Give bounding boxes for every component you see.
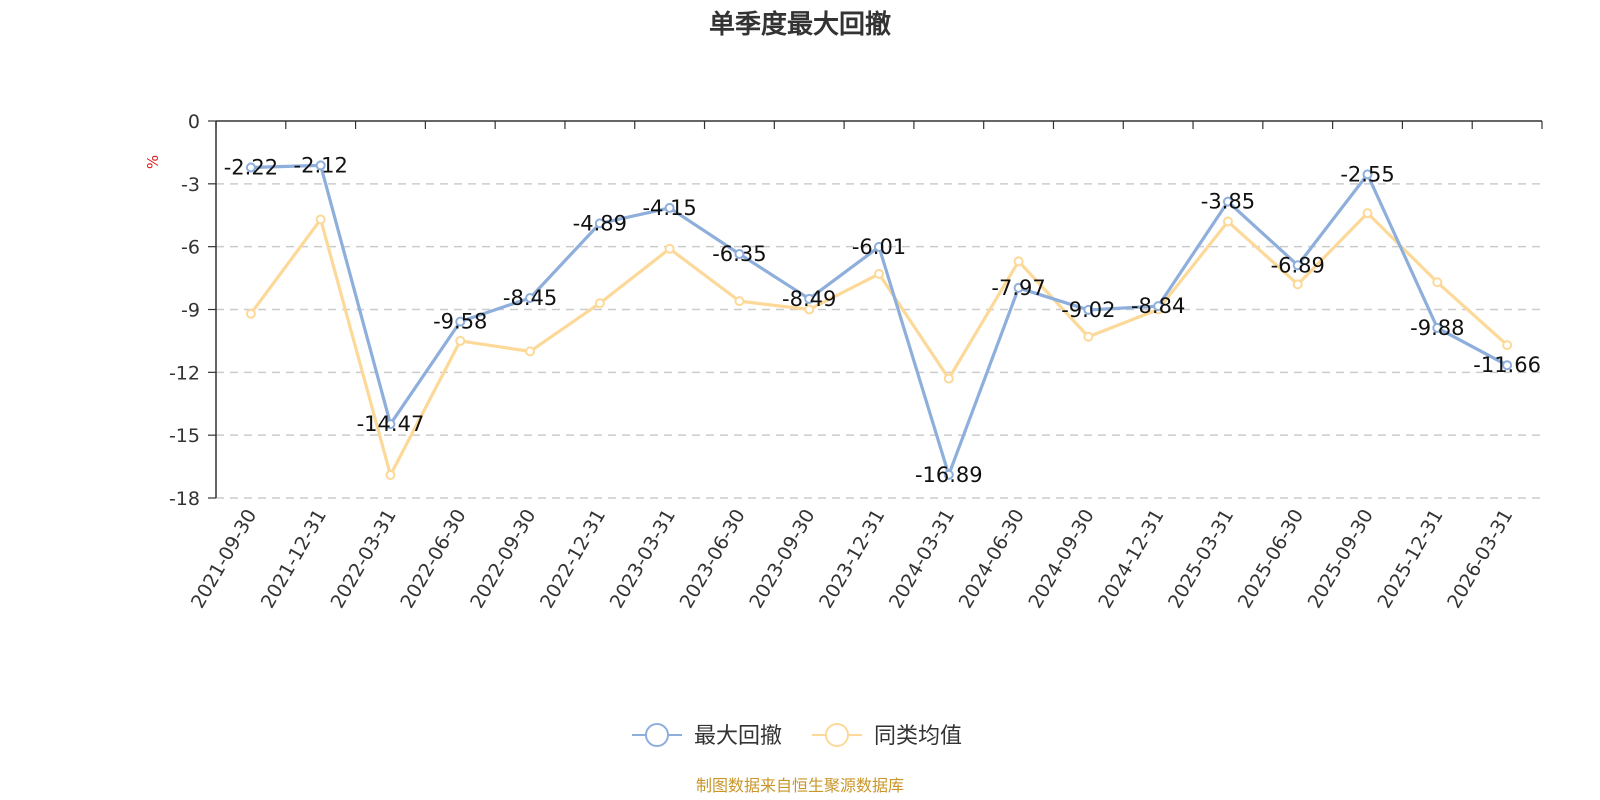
x-tick-label: 2022-03-31	[327, 506, 401, 613]
x-tick-label: 2024-06-30	[955, 506, 1029, 613]
x-tick-label: 2022-12-31	[536, 506, 610, 613]
grid-lines	[216, 183, 1542, 499]
x-tick-label: 2024-03-31	[885, 506, 959, 613]
legend[interactable]: 最大回撤 同类均值	[632, 723, 962, 749]
data-label: -6.89	[1271, 253, 1325, 277]
y-tick-label: -6	[181, 237, 200, 259]
data-point[interactable]	[1362, 169, 1373, 180]
x-tick-label: 2021-12-31	[257, 506, 331, 613]
data-point[interactable]	[1083, 304, 1094, 315]
data-point[interactable]	[1083, 331, 1094, 342]
data-label: -8.45	[503, 286, 557, 310]
data-point[interactable]	[385, 419, 396, 430]
x-tick-label: 2023-09-30	[745, 506, 819, 613]
data-point[interactable]	[1013, 256, 1024, 267]
x-tick-label: 2024-09-30	[1024, 506, 1098, 613]
data-point[interactable]	[245, 308, 256, 319]
data-point[interactable]	[874, 241, 884, 252]
data-label: -2.55	[1340, 162, 1394, 186]
x-tick-label: 2022-06-30	[396, 506, 470, 613]
data-label: -9.02	[1061, 298, 1115, 322]
legend-item[interactable]: 同类均值	[812, 723, 962, 749]
data-point[interactable]	[1502, 360, 1513, 371]
data-point[interactable]	[1362, 208, 1373, 219]
x-tick-label: 2025-03-31	[1164, 506, 1238, 613]
data-point[interactable]	[455, 335, 466, 346]
data-point[interactable]	[525, 346, 536, 357]
data-point[interactable]	[804, 304, 815, 315]
data-point[interactable]	[943, 469, 954, 480]
legend-item[interactable]: 最大回撤	[632, 723, 782, 749]
data-point[interactable]	[315, 160, 326, 171]
data-point[interactable]	[664, 243, 675, 254]
data-point[interactable]	[1432, 322, 1443, 333]
x-tick-label: 2023-06-30	[675, 506, 749, 613]
x-tick-label: 2025-12-31	[1373, 506, 1447, 613]
legend-label: 最大回撤	[694, 724, 782, 749]
data-label: -3.85	[1201, 190, 1255, 214]
x-tick-label: 2026-03-31	[1443, 506, 1517, 613]
data-label: -4.89	[573, 211, 627, 235]
data-point[interactable]	[1222, 196, 1233, 207]
data-label: -4.15	[642, 196, 696, 220]
data-labels: -2.22 -2.12 -14.47 -9.58 -8.45 -4.89 -4.15 -6.3…	[224, 153, 1541, 486]
y-tick-label: -3	[181, 174, 200, 196]
data-label: -6.01	[852, 235, 906, 259]
data-label: -8.84	[1131, 294, 1185, 318]
legend-marker	[825, 723, 849, 747]
data-point[interactable]	[664, 202, 675, 213]
source-note: 制图数据来自恒生聚源数据库	[696, 776, 904, 795]
data-point[interactable]	[245, 162, 256, 173]
data-point[interactable]	[525, 292, 536, 303]
x-tick-label: 2025-09-30	[1304, 506, 1378, 613]
data-point[interactable]	[1222, 216, 1233, 227]
x-tick-label: 2022-09-30	[466, 506, 540, 613]
data-point[interactable]	[1292, 260, 1303, 271]
x-tick-label: 2021-09-30	[187, 506, 261, 613]
x-tick-label: 2023-03-31	[606, 506, 680, 613]
data-label: -9.58	[433, 310, 487, 334]
data-point[interactable]	[1502, 340, 1513, 351]
x-tick-label: 2025-06-30	[1234, 506, 1308, 613]
x-tick-label: 2023-12-31	[815, 506, 889, 613]
data-point[interactable]	[594, 298, 605, 309]
data-point[interactable]	[943, 373, 954, 384]
y-tick-label: -18	[169, 488, 200, 510]
data-point[interactable]	[874, 268, 884, 279]
legend-marker	[645, 723, 669, 747]
y-tick-label: 0	[188, 111, 200, 133]
data-label: -2.22	[224, 155, 278, 179]
data-label: -14.47	[357, 412, 425, 436]
data-label: -16.89	[915, 463, 983, 487]
y-tick-label: -9	[181, 300, 200, 322]
data-label: -2.12	[294, 153, 348, 177]
data-point[interactable]	[385, 469, 396, 480]
data-label: -11.66	[1473, 353, 1541, 377]
data-point[interactable]	[594, 218, 605, 229]
data-label: -6.35	[712, 242, 766, 266]
data-point[interactable]	[1153, 301, 1164, 312]
data-point[interactable]	[455, 316, 466, 327]
data-point[interactable]	[734, 296, 745, 307]
y-axis-unit: %	[144, 155, 162, 169]
data-point[interactable]	[734, 248, 745, 259]
data-label: -9.88	[1410, 316, 1464, 340]
data-point[interactable]	[315, 214, 326, 225]
chart-title: 单季度最大回撤	[709, 9, 891, 40]
y-tick-label: -15	[169, 425, 200, 447]
legend-label: 同类均值	[874, 724, 962, 749]
series-layer	[245, 160, 1513, 480]
data-point[interactable]	[804, 293, 815, 304]
data-point[interactable]	[1013, 282, 1024, 293]
data-point[interactable]	[1292, 279, 1303, 290]
y-tick-label: -12	[169, 362, 200, 384]
data-label: -7.97	[991, 276, 1045, 300]
x-tick-label: 2024-12-31	[1094, 506, 1168, 613]
data-point[interactable]	[1432, 277, 1443, 288]
data-label: -8.49	[782, 287, 836, 311]
